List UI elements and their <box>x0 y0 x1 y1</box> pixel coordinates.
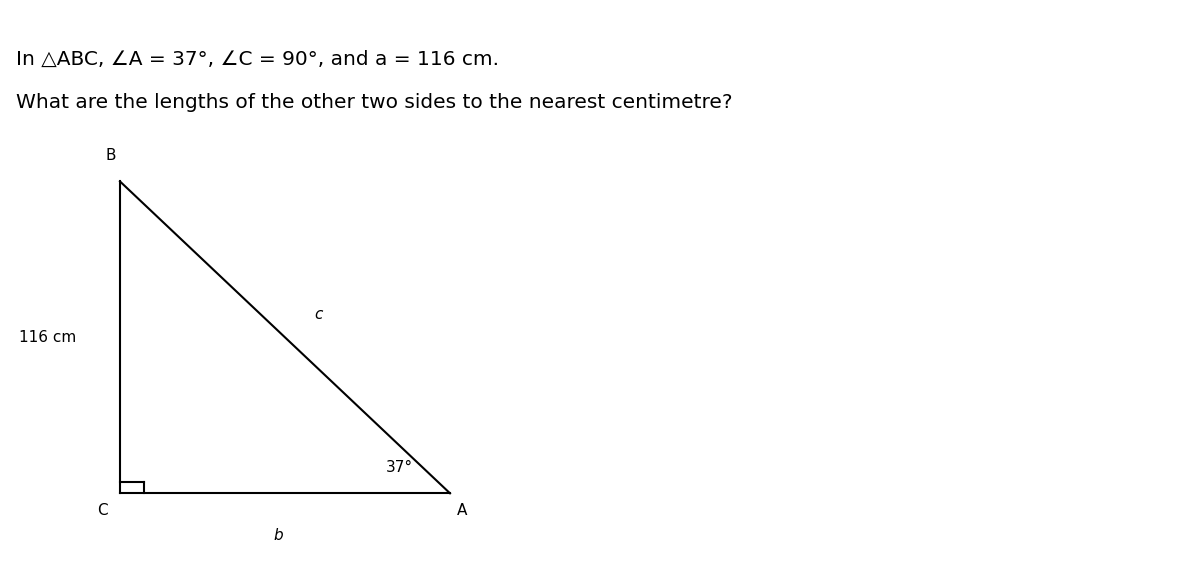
Text: c: c <box>314 307 322 322</box>
Text: b: b <box>274 528 283 543</box>
Text: In △ABC, ∠A = 37°, ∠C = 90°, and a = 116 cm.: In △ABC, ∠A = 37°, ∠C = 90°, and a = 116… <box>16 50 499 69</box>
Text: What are the lengths of the other two sides to the nearest centimetre?: What are the lengths of the other two si… <box>16 92 732 112</box>
Text: B: B <box>106 149 115 163</box>
Text: C: C <box>97 503 107 518</box>
Text: 116 cm: 116 cm <box>19 330 77 345</box>
Text: A: A <box>457 503 467 518</box>
Text: 37°: 37° <box>386 460 413 475</box>
